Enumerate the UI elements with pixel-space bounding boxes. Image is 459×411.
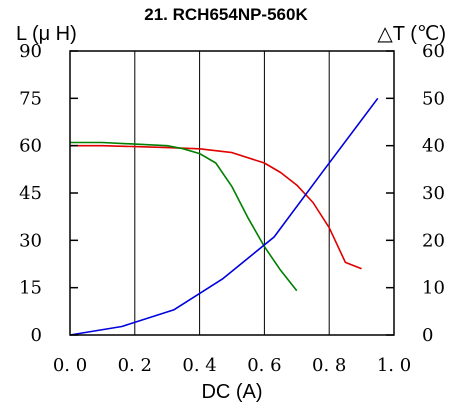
series-line xyxy=(70,144,362,270)
y-right-tick-label: 10 xyxy=(422,278,445,299)
y-left-tick-label: 60 xyxy=(19,136,42,157)
y-left-tick-label: 0 xyxy=(31,325,42,346)
y-right-tick-label: 30 xyxy=(422,183,445,204)
x-tick-label: 0. 8 xyxy=(312,355,346,376)
series-group xyxy=(69,97,379,336)
y-left-tick-label: 90 xyxy=(19,41,42,62)
y-right-tick-label: 40 xyxy=(422,136,445,157)
series-line xyxy=(69,97,379,336)
y-left-tick-label: 30 xyxy=(19,230,42,251)
chart-title: 21. RCH654NP-560K xyxy=(144,5,308,24)
y-right-axis-title: △T (℃) xyxy=(377,23,446,45)
y-left-axis-title: L (μ H) xyxy=(16,23,77,45)
grid xyxy=(134,51,330,335)
y-right-tick-label: 50 xyxy=(422,88,445,109)
y-right-tick-label: 60 xyxy=(422,41,445,62)
x-tick-label: 0. 2 xyxy=(118,355,152,376)
y-right-tick-label: 0 xyxy=(422,325,433,346)
y-right-tick-label: 20 xyxy=(422,230,445,251)
y-left-tick-label: 45 xyxy=(19,183,42,204)
x-tick-label: 1. 0 xyxy=(377,355,411,376)
x-tick-label: 0. 4 xyxy=(182,355,216,376)
series-line xyxy=(70,141,298,292)
y-left-tick-label: 75 xyxy=(19,88,42,109)
x-axis-title: DC (A) xyxy=(201,381,262,403)
tick-labels: 0 15 30 45 60 75 90 0 10 20 30 40 50 60 0. 0 0. 2 0. 4 0.… xyxy=(19,41,445,376)
x-tick-label: 0. 6 xyxy=(247,355,281,376)
x-tick-label: 0. 0 xyxy=(53,355,87,376)
y-left-tick-label: 15 xyxy=(19,278,42,299)
